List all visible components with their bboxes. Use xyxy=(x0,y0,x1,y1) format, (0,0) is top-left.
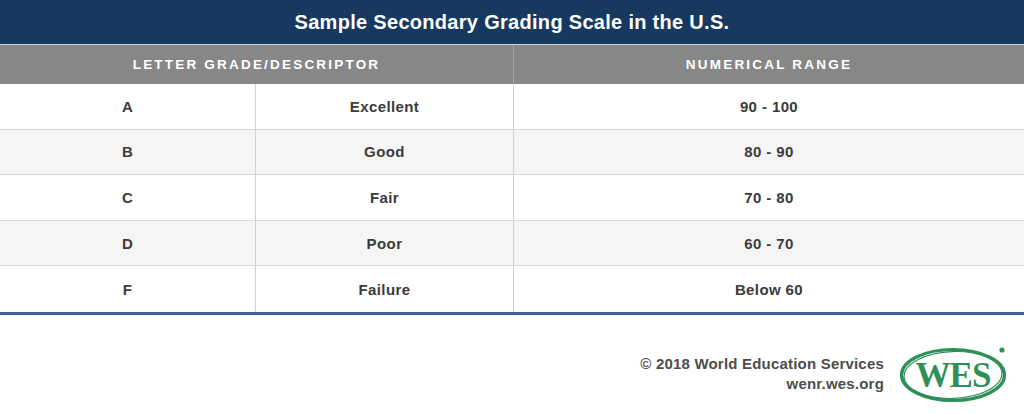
descriptor-cell: Good xyxy=(256,130,514,175)
descriptor-cell: Excellent xyxy=(256,84,514,129)
grade-cell: B xyxy=(0,130,256,175)
grading-scale-figure: Sample Secondary Grading Scale in the U.… xyxy=(0,0,1024,414)
website-text: wenr.wes.org xyxy=(640,374,884,394)
page-title: Sample Secondary Grading Scale in the U.… xyxy=(295,11,730,34)
descriptor-cell: Poor xyxy=(256,221,514,266)
grade-cell: D xyxy=(0,221,256,266)
range-cell: 70 - 80 xyxy=(514,175,1024,220)
footer-attribution: © 2018 World Education Services wenr.wes… xyxy=(640,354,884,393)
table-body: A Excellent 90 - 100 B Good 80 - 90 C Fa… xyxy=(0,84,1024,312)
header-letter-grade-descriptor: LETTER GRADE/DESCRIPTOR xyxy=(0,45,514,84)
wes-logo-icon: WES xyxy=(898,343,1012,405)
table-row: B Good 80 - 90 xyxy=(0,130,1024,176)
table-row: A Excellent 90 - 100 xyxy=(0,84,1024,130)
footer: © 2018 World Education Services wenr.wes… xyxy=(0,315,1024,405)
table-row: F Failure Below 60 xyxy=(0,266,1024,312)
range-cell: 90 - 100 xyxy=(514,84,1024,129)
table-header-row: LETTER GRADE/DESCRIPTOR NUMERICAL RANGE xyxy=(0,45,1024,84)
range-cell: Below 60 xyxy=(514,266,1024,312)
descriptor-cell: Failure xyxy=(256,266,514,312)
grade-cell: F xyxy=(0,266,256,312)
descriptor-cell: Fair xyxy=(256,175,514,220)
registered-mark-icon xyxy=(999,347,1004,352)
wes-logo-text: WES xyxy=(916,356,991,395)
header-numerical-range: NUMERICAL RANGE xyxy=(514,45,1024,84)
range-cell: 80 - 90 xyxy=(514,130,1024,175)
table-row: C Fair 70 - 80 xyxy=(0,175,1024,221)
grade-cell: C xyxy=(0,175,256,220)
table-row: D Poor 60 - 70 xyxy=(0,221,1024,267)
copyright-text: © 2018 World Education Services xyxy=(640,354,884,374)
grade-cell: A xyxy=(0,84,256,129)
range-cell: 60 - 70 xyxy=(514,221,1024,266)
title-bar: Sample Secondary Grading Scale in the U.… xyxy=(0,0,1024,45)
